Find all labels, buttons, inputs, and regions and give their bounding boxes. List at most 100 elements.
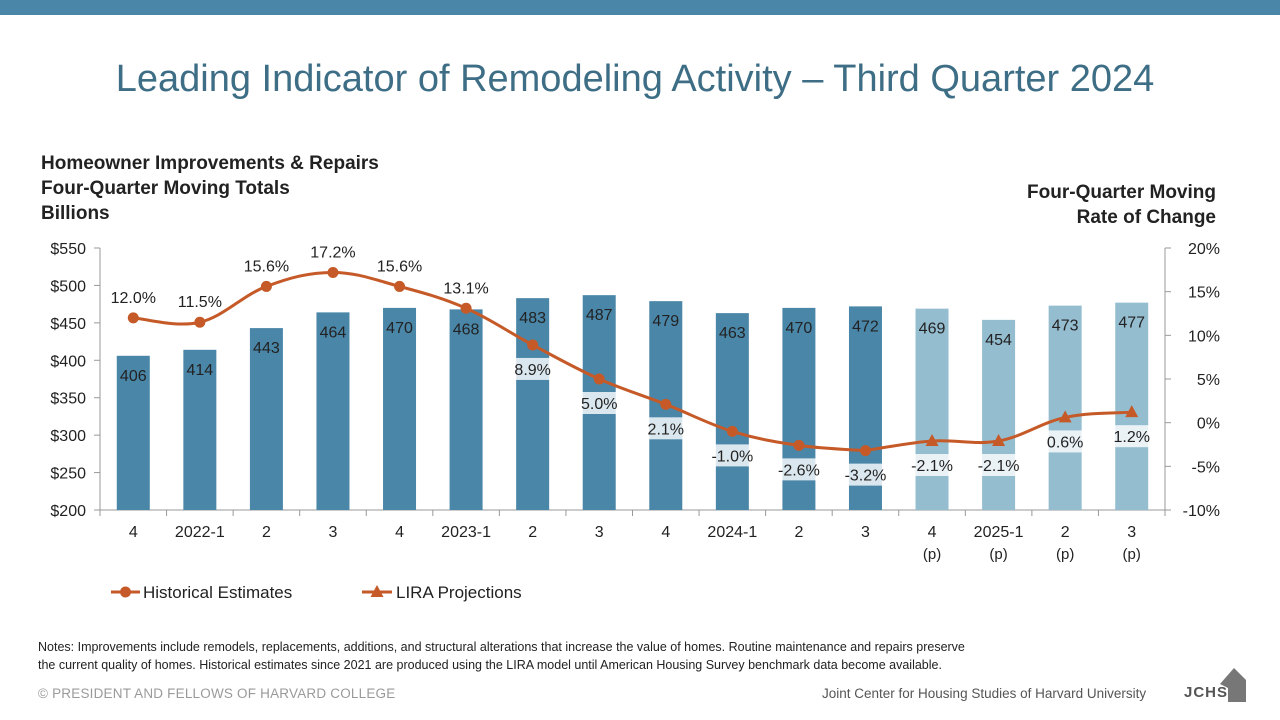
historical-point bbox=[527, 339, 539, 351]
right-axis-tick-label: -5% bbox=[1192, 459, 1220, 476]
right-axis-title-line-2: Rate of Change bbox=[1076, 207, 1216, 228]
historical-point bbox=[260, 280, 272, 292]
line-value-label: 5.0% bbox=[581, 396, 617, 413]
bar-value-label: 454 bbox=[985, 332, 1012, 349]
historical-line bbox=[133, 270, 866, 453]
x-axis-tick-label: 4 bbox=[661, 524, 670, 541]
left-axis-tick-label: $300 bbox=[50, 428, 86, 445]
right-axis-tick-label: 20% bbox=[1188, 241, 1220, 258]
bar-value-label: 483 bbox=[519, 310, 546, 327]
line-label-background bbox=[1110, 425, 1153, 448]
historical-point bbox=[460, 302, 472, 314]
bar-value-label: 414 bbox=[186, 362, 213, 379]
x-axis-tick-label: 2 bbox=[794, 524, 803, 541]
historical-bar bbox=[715, 313, 749, 510]
historical-point bbox=[793, 439, 805, 451]
projection-bar bbox=[982, 319, 1016, 510]
x-axis-tick-label: 2 bbox=[528, 524, 537, 541]
top-accent-bar bbox=[0, 0, 1280, 15]
x-axis-tick-label: 2023-1 bbox=[441, 524, 491, 541]
bar-value-label: 463 bbox=[719, 325, 746, 342]
projection-point bbox=[925, 434, 939, 447]
projection-point bbox=[1125, 405, 1139, 418]
page-title: Leading Indicator of Remodeling Activity… bbox=[115, 58, 1155, 100]
line-value-label: 15.6% bbox=[244, 258, 289, 275]
notes: Notes: Improvements include remodels, re… bbox=[38, 638, 1158, 674]
historical-bar bbox=[449, 309, 483, 510]
line-value-label: -2.1% bbox=[978, 458, 1020, 475]
remodeling-chart: $200 $250 $300 $350 $400 $450 $500 $550 -10% -5% 0… bbox=[50, 241, 1220, 602]
historical-point bbox=[327, 266, 339, 278]
jchs-logo: JCHS bbox=[1184, 666, 1246, 702]
x-axis-tick-label: 2025-1 bbox=[974, 524, 1024, 541]
line-value-label: 8.9% bbox=[514, 362, 550, 379]
projection-bar bbox=[1048, 305, 1082, 510]
line-value-label: -2.6% bbox=[778, 462, 820, 479]
line-label-background bbox=[973, 454, 1025, 477]
line-value-label: -3.2% bbox=[845, 468, 887, 485]
left-axis-tick-label: $500 bbox=[50, 278, 86, 295]
line-value-label: 17.2% bbox=[310, 244, 355, 261]
notes-line-2: the current quality of homes. Historical… bbox=[38, 658, 942, 672]
line-value-label: 12.0% bbox=[111, 290, 156, 307]
historical-bar bbox=[516, 298, 550, 510]
x-axis-tick-label: 3 bbox=[329, 524, 338, 541]
legend-historical-marker bbox=[120, 586, 131, 598]
bar-value-label: 469 bbox=[919, 321, 946, 338]
x-axis-tick-label: 2022-1 bbox=[175, 524, 225, 541]
left-axis-title-line-1: Homeowner Improvements & Repairs bbox=[41, 153, 379, 174]
left-axis-tick-label: $250 bbox=[50, 466, 86, 483]
line-label-background bbox=[1044, 430, 1087, 453]
house-icon bbox=[1220, 668, 1246, 702]
line-value-label: -2.1% bbox=[911, 458, 953, 475]
line-label-background bbox=[773, 458, 825, 481]
left-axis-tick-label: $200 bbox=[50, 503, 86, 520]
org-name: Joint Center for Housing Studies of Harv… bbox=[822, 686, 1147, 701]
line-value-label: 15.6% bbox=[377, 258, 422, 275]
right-axis-title-line-1: Four-Quarter Moving bbox=[1027, 182, 1216, 203]
historical-bar bbox=[316, 312, 350, 510]
x-axis-tick-label: 4 bbox=[395, 524, 404, 541]
historical-bar bbox=[383, 307, 417, 510]
legend-projection-label: LIRA Projections bbox=[396, 583, 522, 602]
left-axis-tick-label: $350 bbox=[50, 391, 86, 408]
bar-value-label: 473 bbox=[1052, 318, 1079, 335]
line-label-background bbox=[706, 444, 758, 467]
x-axis-tick-label: 3 bbox=[861, 524, 870, 541]
right-axis-tick-label: 15% bbox=[1188, 285, 1220, 302]
left-axis-tick-label: $400 bbox=[50, 353, 86, 370]
notes-line-1: Notes: Improvements include remodels, re… bbox=[38, 640, 965, 654]
bar-value-label: 479 bbox=[652, 313, 679, 330]
x-axis-tick-label: 2 bbox=[1061, 524, 1070, 541]
copyright-text: © PRESIDENT AND FELLOWS OF HARVARD COLLE… bbox=[38, 686, 396, 701]
bar-value-label: 468 bbox=[453, 321, 480, 338]
bar-value-label: 470 bbox=[786, 320, 813, 337]
line-value-label: 1.2% bbox=[1113, 429, 1149, 446]
x-axis-tick-label: 3 bbox=[1127, 524, 1136, 541]
left-axis-tick-label: $550 bbox=[50, 241, 86, 258]
left-axis-title-line-3: Billions bbox=[41, 203, 110, 224]
bar-value-label: 470 bbox=[386, 320, 413, 337]
bar-value-label: 472 bbox=[852, 318, 879, 335]
line-label-background bbox=[644, 417, 687, 440]
left-axis-tick-label: $450 bbox=[50, 316, 86, 333]
line-label-background bbox=[578, 392, 621, 414]
x-axis-tick-label: 4 bbox=[928, 524, 937, 541]
bar-value-label: 406 bbox=[120, 368, 147, 385]
historical-bar bbox=[183, 349, 217, 510]
legend-historical-label: Historical Estimates bbox=[143, 583, 292, 602]
left-axis-title-line-2: Four-Quarter Moving Totals bbox=[41, 178, 290, 199]
left-axis-title: Homeowner Improvements & Repairs Four-Qu… bbox=[41, 151, 379, 226]
x-axis-tick-label: 2024-1 bbox=[707, 524, 757, 541]
legend-projection-marker bbox=[370, 585, 384, 597]
projection-bar bbox=[915, 308, 949, 510]
historical-point bbox=[127, 312, 139, 324]
x-axis-tick-label: 3 bbox=[595, 524, 604, 541]
historical-point bbox=[660, 398, 672, 410]
historical-point bbox=[726, 425, 738, 437]
logo-text: JCHS bbox=[1184, 684, 1229, 701]
historical-point bbox=[394, 280, 406, 292]
line-value-label: 0.6% bbox=[1047, 434, 1083, 451]
line-label-background bbox=[839, 463, 891, 486]
x-axis-tick-label: 2 bbox=[262, 524, 271, 541]
